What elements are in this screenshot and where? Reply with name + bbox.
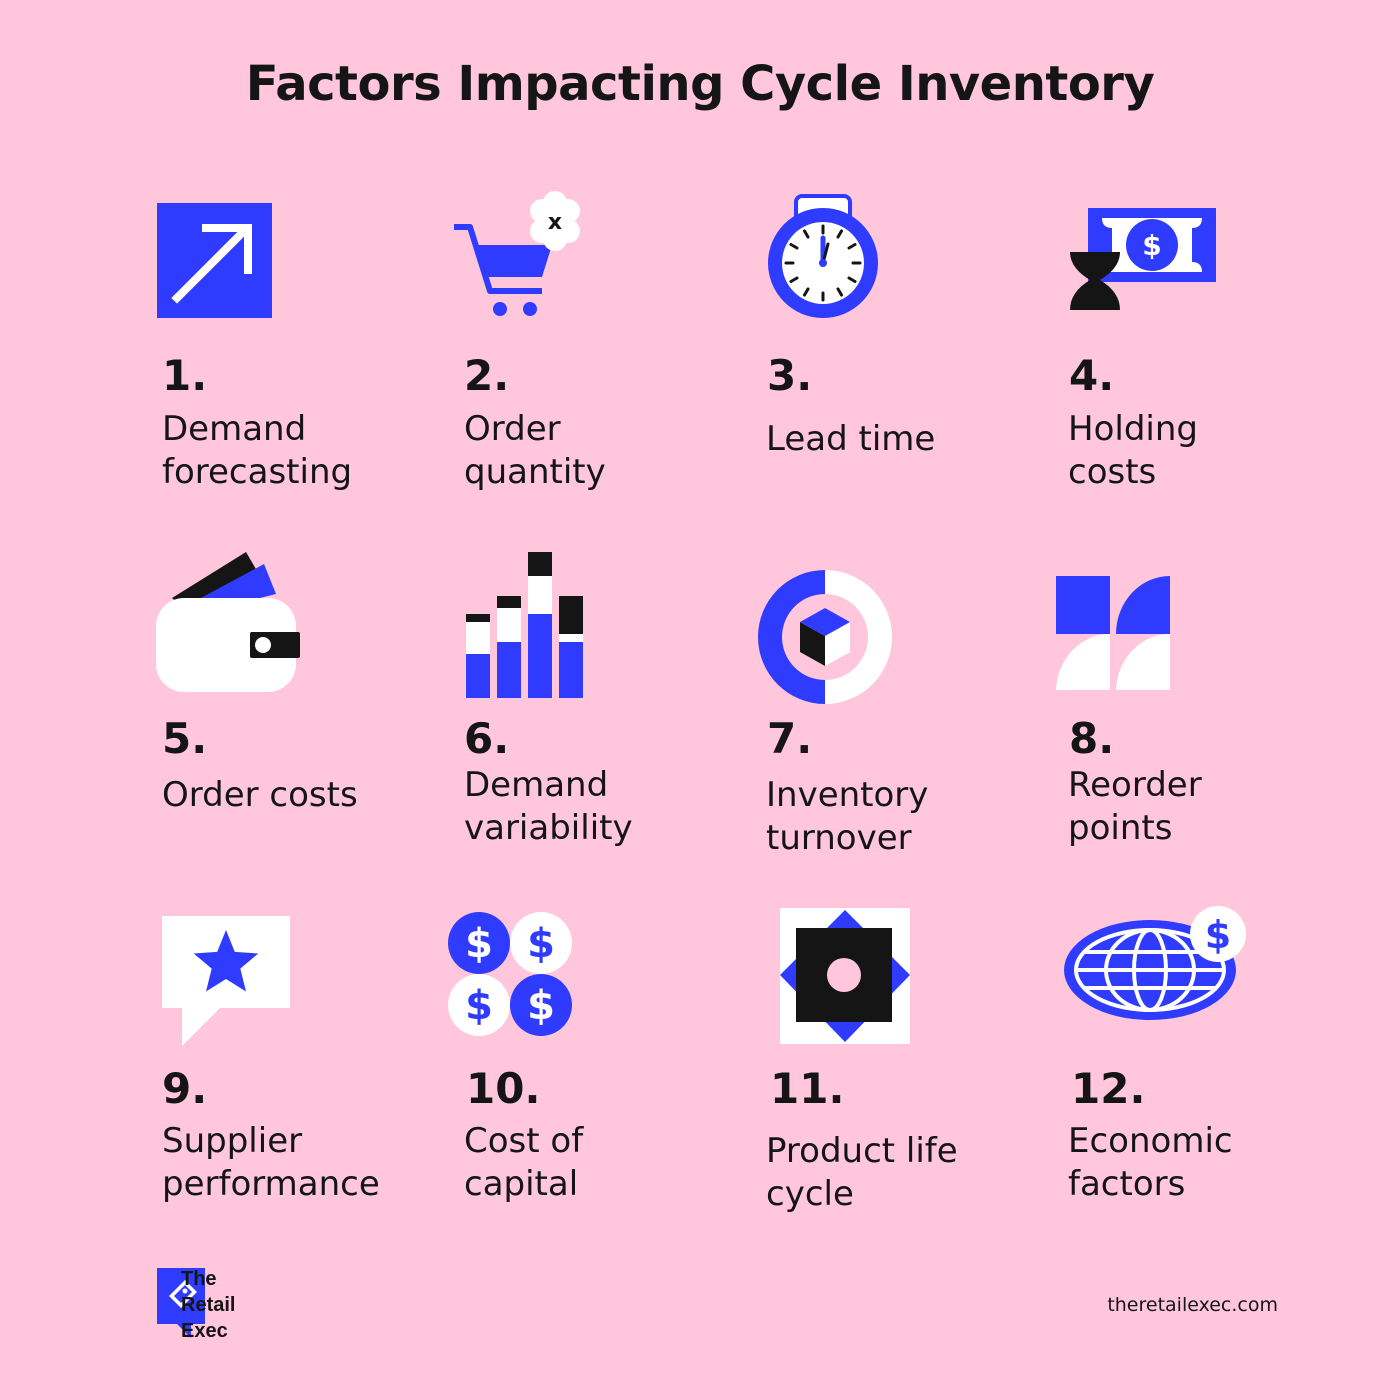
factor-label-line: capital (464, 1164, 579, 1204)
brand-name: The Retail Exec (181, 1266, 235, 1344)
factor-number: 3. (767, 351, 813, 400)
shopping-cart-icon: x (454, 191, 580, 316)
coin-dollar-glyph: $ (465, 983, 493, 1029)
clock-tick (836, 287, 843, 297)
factor-label-line: factors (1068, 1164, 1186, 1204)
factor-label-line: Demand (464, 765, 609, 805)
factor-label: Cost of capital (464, 1120, 724, 1206)
clock-tick (803, 287, 810, 297)
factor-label-line: points (1068, 808, 1173, 848)
factor-label-line: Supplier (162, 1121, 303, 1161)
factor-number: 4. (1069, 351, 1115, 400)
factor-number: 7. (767, 714, 813, 763)
factor-label-line: quantity (464, 452, 606, 492)
clock-tick (847, 243, 857, 250)
trend-arrow-icon (157, 203, 272, 318)
factor-label-line: Economic (1068, 1121, 1233, 1161)
clock-tick (803, 229, 810, 239)
clock-tick (789, 243, 799, 250)
globe-dollar-icon: $ (1064, 906, 1246, 1020)
factor-label-line: Demand (162, 409, 307, 449)
brand-line: Exec (181, 1320, 228, 1342)
factor-label: Product life cycle (766, 1130, 1026, 1216)
factor-label: Demand variability (464, 764, 724, 850)
brand-line: The (181, 1268, 217, 1290)
factor-label-line: performance (162, 1164, 380, 1204)
bar-chart-icon (466, 552, 583, 698)
factor-label-line: costs (1068, 452, 1157, 492)
factor-number: 6. (464, 714, 510, 763)
factor-label-line: turnover (766, 818, 912, 858)
factor-number: 10. (466, 1064, 541, 1113)
cycle-box-icon (758, 570, 892, 704)
factor-label-line: cycle (766, 1174, 854, 1214)
coin-dollar-glyph: $ (527, 921, 555, 967)
money-dollar-glyph: $ (1142, 229, 1161, 262)
factor-label: Demand forecasting (162, 408, 422, 494)
globe-dollar-glyph: $ (1205, 913, 1231, 957)
factor-label-line: Lead time (766, 419, 936, 459)
factor-number: 1. (162, 351, 208, 400)
coin-dollar-glyph: $ (527, 983, 555, 1029)
factor-label-line: Order (464, 409, 561, 449)
factor-label: Economic factors (1068, 1120, 1328, 1206)
factor-label-line: variability (464, 808, 633, 848)
wallet-icon (156, 552, 300, 692)
page-title: Factors Impacting Cycle Inventory (245, 56, 1155, 112)
factor-number: 2. (464, 351, 510, 400)
stopwatch-icon (768, 194, 878, 318)
factor-label-line: Order costs (162, 775, 358, 815)
brand-line: Retail (181, 1294, 236, 1316)
clock-tick (789, 276, 799, 283)
factor-label: Inventory turnover (766, 774, 1026, 860)
factor-number: 5. (162, 714, 208, 763)
money-hourglass-icon: $ (1070, 208, 1216, 310)
factor-label-line: Reorder (1068, 765, 1202, 805)
factor-label-line: Cost of (464, 1121, 584, 1161)
clock-tick (836, 229, 843, 239)
clock-tick (847, 276, 857, 283)
factor-label-line: Holding (1068, 409, 1198, 449)
factor-number: 8. (1069, 714, 1115, 763)
factor-label-line: Inventory (766, 775, 929, 815)
factor-label: Supplier performance (162, 1120, 422, 1206)
diamond-square-icon (780, 908, 910, 1044)
factor-label-line: Product life (766, 1131, 958, 1171)
coin-dollar-glyph: $ (465, 921, 493, 967)
factor-number: 12. (1071, 1064, 1146, 1113)
cart-badge: x (530, 191, 580, 251)
factor-label: Lead time (766, 418, 1026, 461)
factor-label: Order costs (162, 774, 422, 817)
factor-label: Reorder points (1068, 764, 1328, 850)
brand-logo-icon (157, 1268, 205, 1338)
factor-label: Holding costs (1068, 408, 1328, 494)
factor-number: 11. (770, 1064, 845, 1113)
factor-number: 9. (162, 1064, 208, 1113)
star-speech-bubble-icon (162, 916, 290, 1046)
factor-label: Order quantity (464, 408, 724, 494)
website-url: theretailexec.com (1107, 1294, 1278, 1316)
cart-badge-glyph: x (548, 210, 562, 235)
reorder-shapes-icon (1056, 576, 1170, 690)
factor-label-line: forecasting (162, 452, 353, 492)
dollar-coins-icon: $ $ $ $ (448, 912, 572, 1036)
